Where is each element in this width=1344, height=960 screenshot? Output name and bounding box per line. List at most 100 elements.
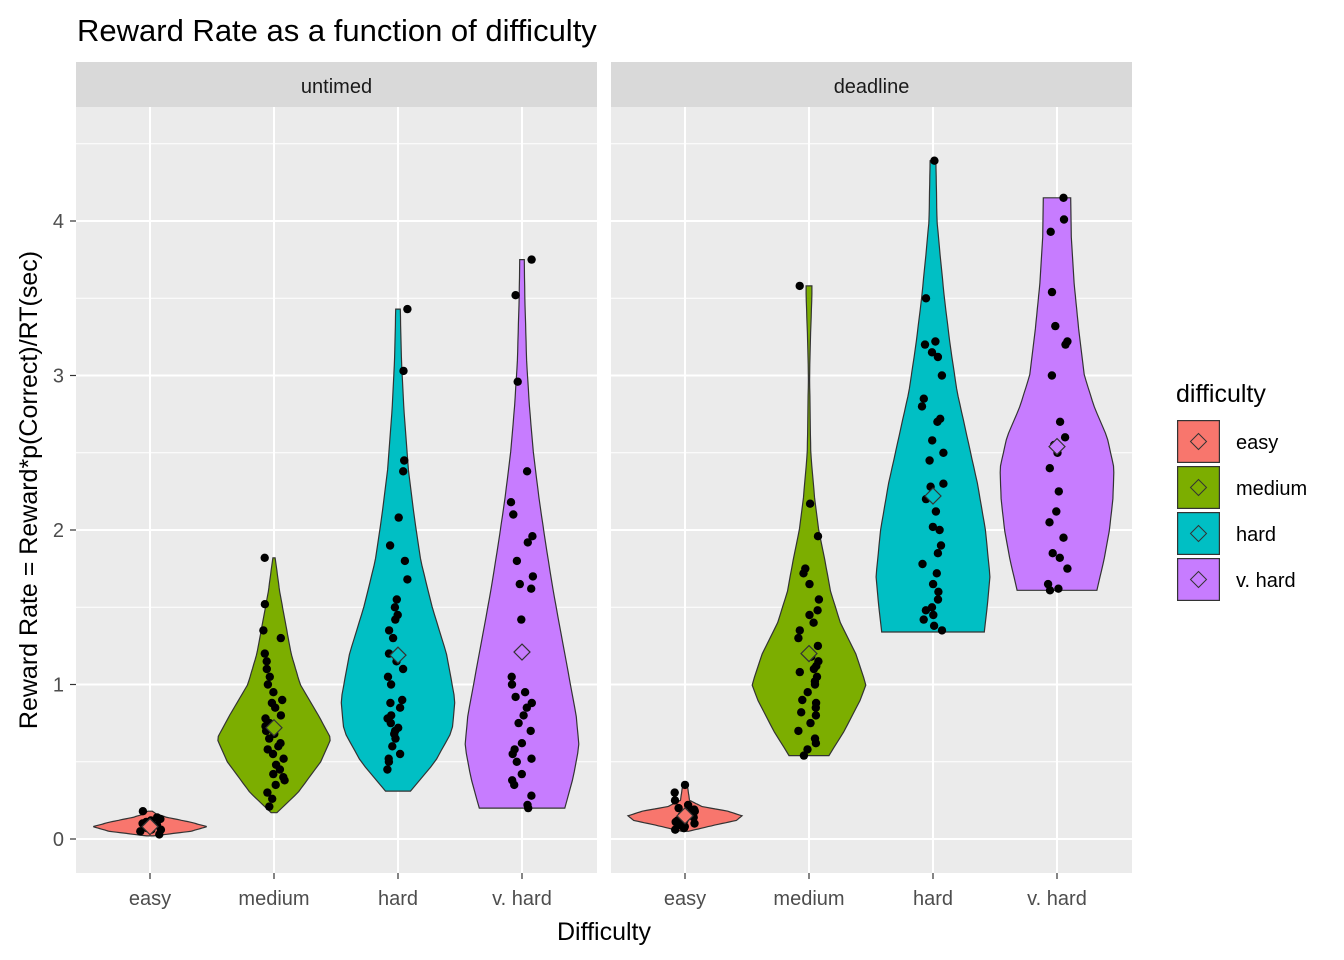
data-point xyxy=(269,688,278,697)
data-point xyxy=(928,522,938,532)
data-point xyxy=(939,479,948,488)
data-point xyxy=(794,633,803,643)
violin-untimed-medium xyxy=(217,557,331,814)
data-point xyxy=(510,745,519,754)
data-point xyxy=(1051,321,1060,331)
data-point xyxy=(276,739,285,748)
legend-item-vhard: v. hard xyxy=(1176,557,1296,601)
data-point xyxy=(400,456,409,465)
data-point xyxy=(933,595,943,604)
data-point xyxy=(1048,549,1057,558)
y-axis-title: Reward Rate = Reward*p(Correct)/RT(sec) xyxy=(15,251,43,729)
data-point xyxy=(261,714,270,723)
data-point xyxy=(263,745,272,754)
data-point xyxy=(936,541,946,550)
data-point xyxy=(511,692,520,702)
data-point xyxy=(399,467,408,476)
data-point xyxy=(262,657,271,666)
data-point xyxy=(511,291,520,300)
y-tick-label: 4 xyxy=(53,211,64,233)
data-point xyxy=(683,800,693,810)
data-point xyxy=(934,587,943,596)
chart-title: Reward Rate as a function of difficulty xyxy=(77,13,597,48)
data-point xyxy=(383,672,393,681)
data-point xyxy=(813,532,823,541)
violin-deadline-hard xyxy=(875,160,991,633)
data-point xyxy=(1054,487,1064,496)
data-point xyxy=(517,615,526,624)
data-point xyxy=(279,773,288,782)
data-point xyxy=(383,765,392,774)
data-point xyxy=(925,456,934,465)
violin-deadline-medium xyxy=(751,285,867,757)
data-point xyxy=(810,734,820,743)
data-point xyxy=(395,749,405,759)
data-point xyxy=(278,695,287,705)
data-point xyxy=(263,680,273,689)
data-point xyxy=(528,532,537,541)
legend-title: difficulty xyxy=(1176,380,1266,408)
legend-diamond xyxy=(1189,524,1208,543)
data-point xyxy=(394,723,403,732)
data-point xyxy=(690,819,699,828)
data-point xyxy=(936,414,945,423)
data-point xyxy=(799,751,809,760)
data-point xyxy=(1059,193,1068,202)
legend: difficulty easy medium hard v. hard xyxy=(1176,380,1307,601)
data-point xyxy=(509,510,518,519)
legend-diamond xyxy=(1189,478,1208,497)
data-point xyxy=(803,745,812,754)
data-point xyxy=(937,626,947,635)
data-point xyxy=(674,803,683,813)
y-tick-label: 2 xyxy=(53,520,64,542)
mean-marker xyxy=(1048,437,1066,456)
legend-swatch xyxy=(1176,466,1220,510)
data-point xyxy=(260,649,269,658)
data-point xyxy=(931,337,940,346)
legend-label: hard xyxy=(1236,524,1276,546)
data-point xyxy=(517,739,527,748)
data-point xyxy=(394,513,403,522)
data-point xyxy=(260,553,269,562)
data-point xyxy=(520,688,530,697)
data-point xyxy=(523,800,532,810)
data-point xyxy=(508,776,517,785)
x-tick-label: easy xyxy=(129,888,171,910)
data-point xyxy=(136,827,145,836)
strip-untimed xyxy=(76,62,597,107)
data-point xyxy=(1052,507,1061,516)
data-point xyxy=(386,698,395,708)
data-point xyxy=(399,366,408,376)
data-point xyxy=(939,448,948,457)
data-point xyxy=(932,569,941,578)
data-point xyxy=(1059,533,1068,542)
data-point xyxy=(152,813,162,822)
data-point xyxy=(935,525,944,535)
data-point xyxy=(806,718,815,728)
data-point xyxy=(1047,371,1057,380)
data-point xyxy=(809,618,818,627)
violin-deadline-vhard xyxy=(999,197,1115,591)
data-point xyxy=(403,304,412,314)
data-point xyxy=(801,564,810,573)
data-point xyxy=(929,610,938,620)
data-point xyxy=(526,726,535,736)
data-point xyxy=(918,559,927,569)
data-point xyxy=(813,641,823,651)
data-point xyxy=(507,680,517,689)
data-point xyxy=(400,556,410,566)
data-point xyxy=(1043,579,1053,589)
y-tick-label: 1 xyxy=(53,675,64,697)
data-point xyxy=(523,538,532,547)
violin-untimed-hard xyxy=(340,308,456,792)
data-point xyxy=(386,680,396,689)
data-point xyxy=(1045,518,1054,527)
data-point xyxy=(527,698,536,708)
data-point xyxy=(917,402,927,411)
legend-diamond xyxy=(1189,570,1208,589)
y-tick-label: 3 xyxy=(53,366,64,388)
data-point xyxy=(680,780,690,790)
data-point xyxy=(805,499,815,508)
data-point xyxy=(515,579,524,589)
data-point xyxy=(527,584,536,593)
